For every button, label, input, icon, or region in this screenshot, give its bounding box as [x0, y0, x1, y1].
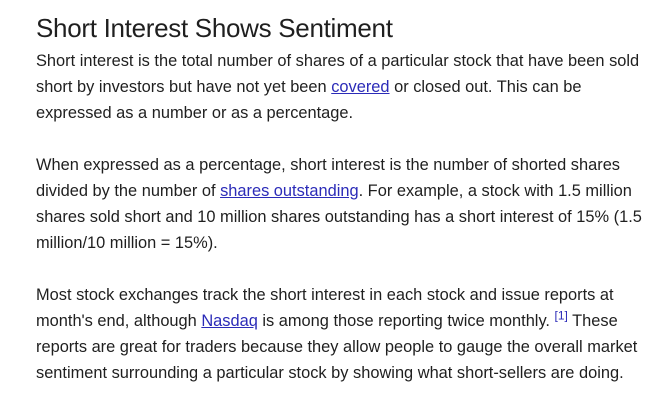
paragraph-exchange-reports: Most stock exchanges track the short int… — [36, 282, 648, 386]
footnote-marker: [1] — [555, 309, 568, 323]
article-section: Short Interest Shows Sentiment Short int… — [36, 12, 648, 412]
link-nasdaq[interactable]: Nasdaq — [201, 312, 258, 330]
section-heading: Short Interest Shows Sentiment — [36, 13, 393, 43]
paragraph-text: or closed out. This can be expressed as … — [36, 78, 582, 122]
paragraph-percentage-explanation: When expressed as a percentage, short in… — [36, 152, 648, 256]
paragraph-text: is among those reporting twice monthly. — [257, 312, 555, 330]
paragraph-text: . For example, a stock with 1.5 million … — [36, 182, 642, 252]
paragraph-text: Most stock exchanges track the short int… — [36, 286, 614, 330]
link-shares-outstanding[interactable]: shares outstanding — [220, 182, 359, 200]
paragraph-text: When expressed as a percentage, short in… — [36, 156, 621, 200]
paragraph-short-interest-definition: Short interest is the total number of sh… — [36, 48, 648, 126]
paragraph-text: These reports are great for traders beca… — [36, 312, 638, 382]
link-covered[interactable]: covered — [331, 78, 390, 96]
footnote-link-1[interactable]: [1] — [554, 308, 568, 323]
paragraph-text: Short interest is the total number of sh… — [36, 52, 640, 96]
